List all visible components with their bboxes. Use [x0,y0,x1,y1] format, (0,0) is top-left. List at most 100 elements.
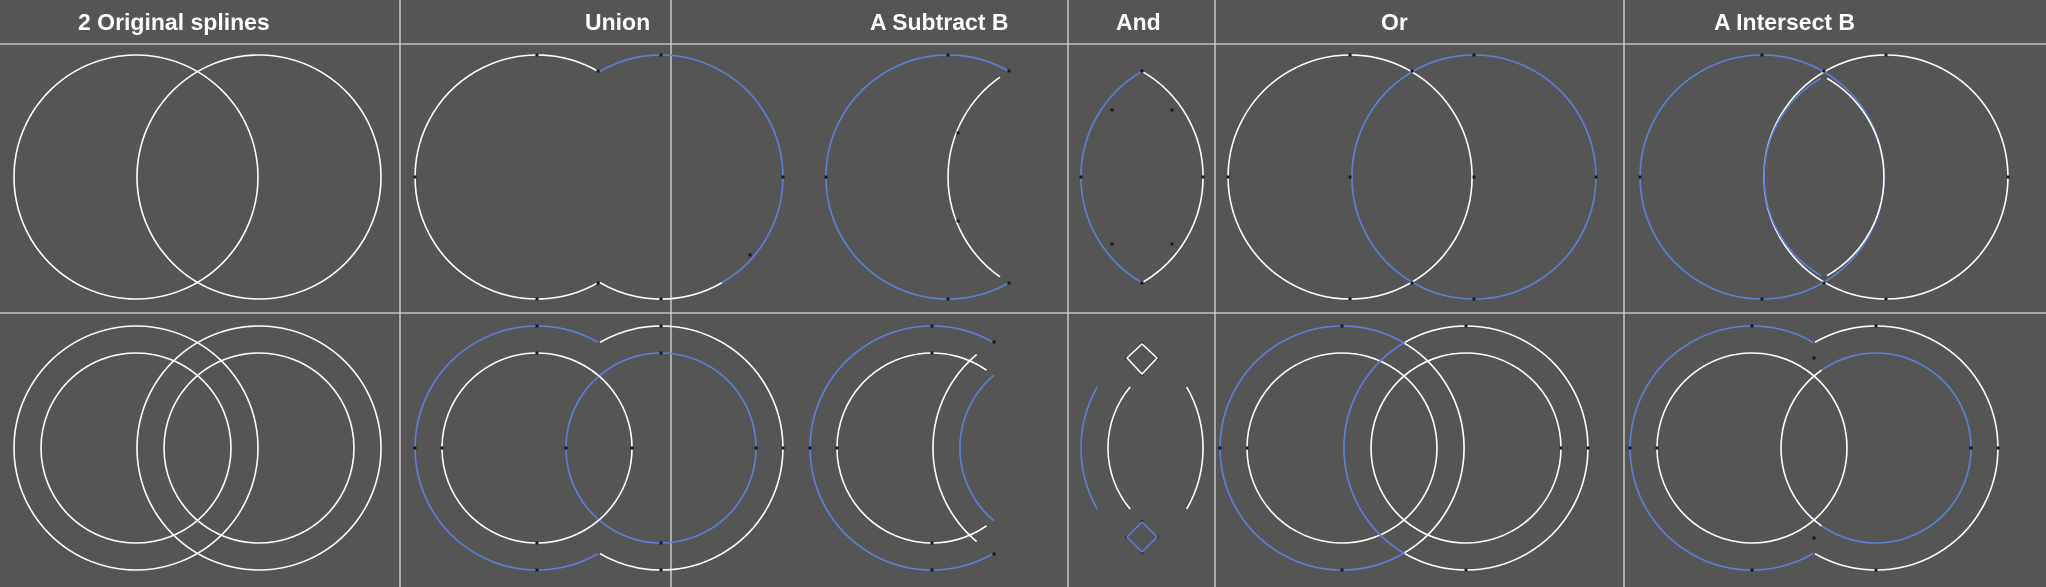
spline-point [535,541,539,545]
spline-point [1874,568,1878,572]
spline-point [1110,242,1114,246]
header-original-splines: 2 Original splines [78,9,270,35]
spline-arc [599,54,784,300]
spline-point [946,53,950,57]
spline-point [1874,324,1878,328]
spline-point [659,351,663,355]
spline-point [1472,297,1476,301]
spline-shapes [13,53,2010,572]
spline-point [956,219,960,223]
spline-point [1464,324,1468,328]
spline-point [930,568,934,572]
spline-arc [1763,70,1826,284]
spline-point [1472,53,1476,57]
spline-point [1340,324,1344,328]
spline-arc [1370,369,1412,527]
spline-point [992,340,996,344]
spline-arc [886,54,1010,72]
spline-point [1464,568,1468,572]
spline-arc [414,54,599,300]
spline-point [596,281,600,285]
spline-point [659,568,663,572]
spline-point [1594,175,1598,179]
header-and: And [1116,9,1161,35]
spline-arc [1763,77,1822,277]
cell-intersect-row1 [1638,53,2010,301]
spline-arc [886,282,1010,300]
spline-point [535,351,539,355]
spline-point [535,53,539,57]
spline-point [1750,324,1754,328]
spline-circle [136,54,382,300]
spline-point [1760,53,1764,57]
spline-arc [959,374,995,522]
spline-point [659,297,663,301]
spline-circle [13,54,259,300]
spline-point [1410,69,1414,73]
spline-point [754,446,758,450]
spline-point [1822,69,1826,73]
spline-circle [13,325,259,571]
cell-or-row2 [1218,324,1590,572]
spline-point [535,568,539,572]
spline-arc [1656,352,1807,544]
spline-point [659,53,663,57]
spline-point [1340,568,1344,572]
spline-arc [836,352,987,544]
spline-point [1348,53,1352,57]
spline-arc [932,353,978,543]
spline-point [1079,175,1083,179]
spline-point [1170,242,1174,246]
spline-arc [1822,70,1885,284]
spline-point [1245,446,1249,450]
spline-arc [1806,369,1848,527]
spline-arc [1826,77,1885,277]
spline-point [1170,108,1174,112]
spline-point [781,175,785,179]
spline-point [1472,175,1476,179]
spline-point [835,446,839,450]
spline-point [1218,446,1222,450]
spline-point [1760,297,1764,301]
spline-arc [1186,386,1204,510]
spline-point [1822,281,1826,285]
spline-point [1884,53,1888,57]
header-union: Union [585,9,651,35]
spline-circle [163,352,355,544]
spline-point [1812,536,1816,540]
spline-arc [1410,70,1473,284]
spline-point [1655,446,1659,450]
spline-point [2006,175,2010,179]
spline-point [1638,175,1642,179]
spline-point [1969,446,1973,450]
spline-point [1410,281,1414,285]
spline-point [930,351,934,355]
and-diamond-bottom [1125,520,1159,554]
spline-point [1226,175,1230,179]
spline-point [1110,108,1114,112]
spline-point [930,541,934,545]
spline-point [748,253,752,257]
spline-arc [441,352,592,544]
spline-arc [1821,352,1972,544]
cell-original-row1 [13,54,382,300]
spline-point [630,446,634,450]
spline-point [930,324,934,328]
spline-arc [1402,341,1465,555]
spline-arc [1141,70,1204,284]
spline-arc [1351,70,1414,284]
cell-or-row1 [1226,53,1598,301]
spline-arc [1639,54,1824,300]
spline-point [824,175,828,179]
spline-arc [825,70,888,284]
spline-point [956,131,960,135]
spline-arc [591,369,633,527]
spline-point [992,552,996,556]
spline-arc [1396,369,1438,527]
cell-and-row1 [1079,69,1205,285]
spline-point [413,175,417,179]
spline-point [659,541,663,545]
spline-point [1348,175,1352,179]
